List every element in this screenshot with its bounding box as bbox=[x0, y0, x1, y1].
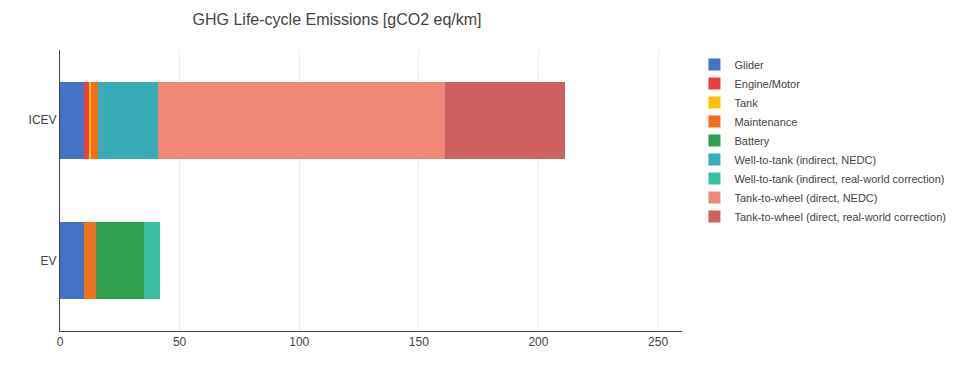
svg-text:Well-to-tank (indirect, NEDC): Well-to-tank (indirect, NEDC) bbox=[734, 154, 876, 166]
svg-text:200: 200 bbox=[528, 335, 548, 349]
svg-text:Tank-to-wheel (direct, real-wo: Tank-to-wheel (direct, real-world correc… bbox=[734, 211, 946, 223]
svg-text:Tank-to-wheel (direct, NEDC): Tank-to-wheel (direct, NEDC) bbox=[734, 192, 877, 204]
svg-text:150: 150 bbox=[409, 335, 429, 349]
svg-text:Maintenance: Maintenance bbox=[734, 116, 797, 128]
svg-text:Glider: Glider bbox=[734, 59, 764, 71]
svg-text:250: 250 bbox=[648, 335, 668, 349]
svg-text:GHG Life-cycle Emissions [gCO2: GHG Life-cycle Emissions [gCO2 eq/km] bbox=[193, 11, 482, 28]
svg-text:EV: EV bbox=[41, 254, 57, 268]
svg-text:0: 0 bbox=[57, 335, 64, 349]
svg-text:100: 100 bbox=[289, 335, 309, 349]
svg-text:Well-to-tank (indirect, real-w: Well-to-tank (indirect, real-world corre… bbox=[734, 173, 944, 185]
svg-text:Battery: Battery bbox=[734, 135, 769, 147]
svg-text:50: 50 bbox=[173, 335, 187, 349]
svg-text:Engine/Motor: Engine/Motor bbox=[734, 78, 800, 90]
svg-text:ICEV: ICEV bbox=[29, 113, 57, 127]
svg-text:Tank: Tank bbox=[734, 97, 758, 109]
